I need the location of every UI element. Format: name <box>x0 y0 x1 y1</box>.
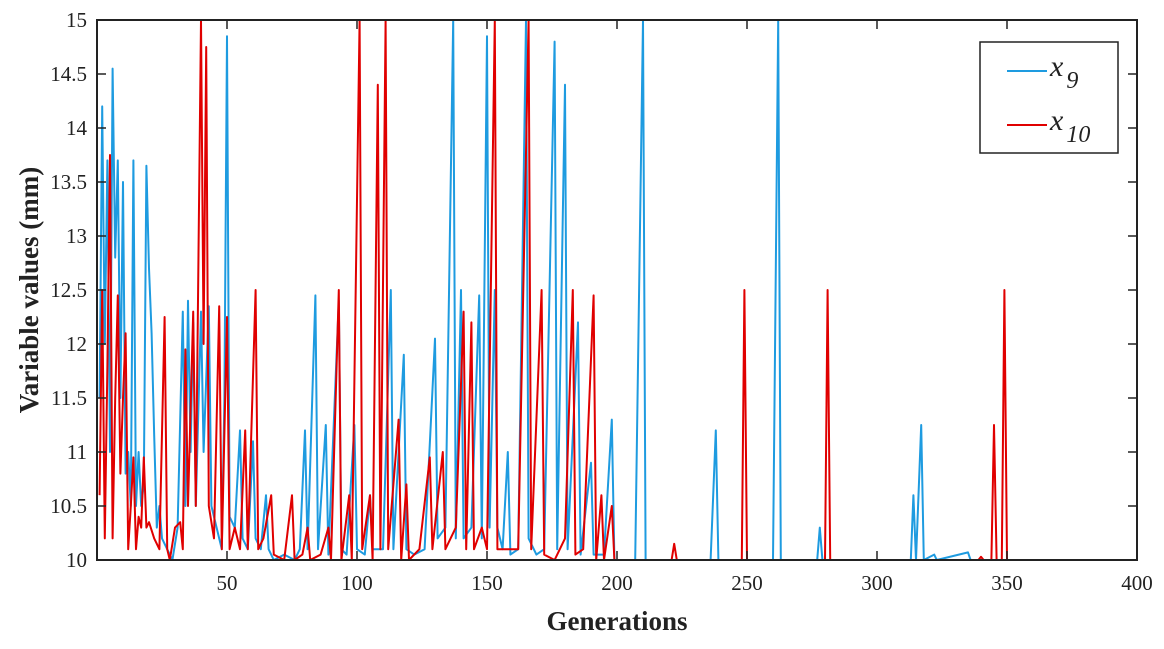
ticks-layer: 50 100 150 200 250 300 350 400 10 10.5 11 11.5 12 12.… <box>50 8 1153 595</box>
y-tick-label: 10 <box>66 548 87 572</box>
x-tick-label: 50 <box>217 571 238 595</box>
y-tick-label: 13.5 <box>50 170 87 194</box>
x-axis-label: Generations <box>547 606 688 636</box>
y-tick-label: 12 <box>66 332 87 356</box>
series-line-x10 <box>98 20 1020 560</box>
x-tick-label: 100 <box>341 571 373 595</box>
y-tick-label: 11.5 <box>51 386 87 410</box>
series-line-x9 <box>98 20 1020 560</box>
x-tick-label: 200 <box>601 571 633 595</box>
y-tick-label: 12.5 <box>50 278 87 302</box>
y-tick-label: 15 <box>66 8 87 32</box>
x-tick-label: 400 <box>1121 571 1153 595</box>
y-tick-label: 11 <box>67 440 87 464</box>
y-tick-label: 13 <box>66 224 87 248</box>
y-axis-label: Variable values (mm) <box>14 167 44 413</box>
x-tick-label: 300 <box>861 571 893 595</box>
x-tick-label: 150 <box>471 571 503 595</box>
series-layer <box>98 20 1020 560</box>
x-tick-label: 350 <box>991 571 1023 595</box>
y-tick-label: 14.5 <box>50 62 87 86</box>
y-tick-label: 14 <box>66 116 88 140</box>
x-tick-label: 250 <box>731 571 763 595</box>
y-tick-label: 10.5 <box>50 494 87 518</box>
legend-box <box>979 41 1119 154</box>
legend-label-x10: x 10 <box>1049 104 1090 148</box>
